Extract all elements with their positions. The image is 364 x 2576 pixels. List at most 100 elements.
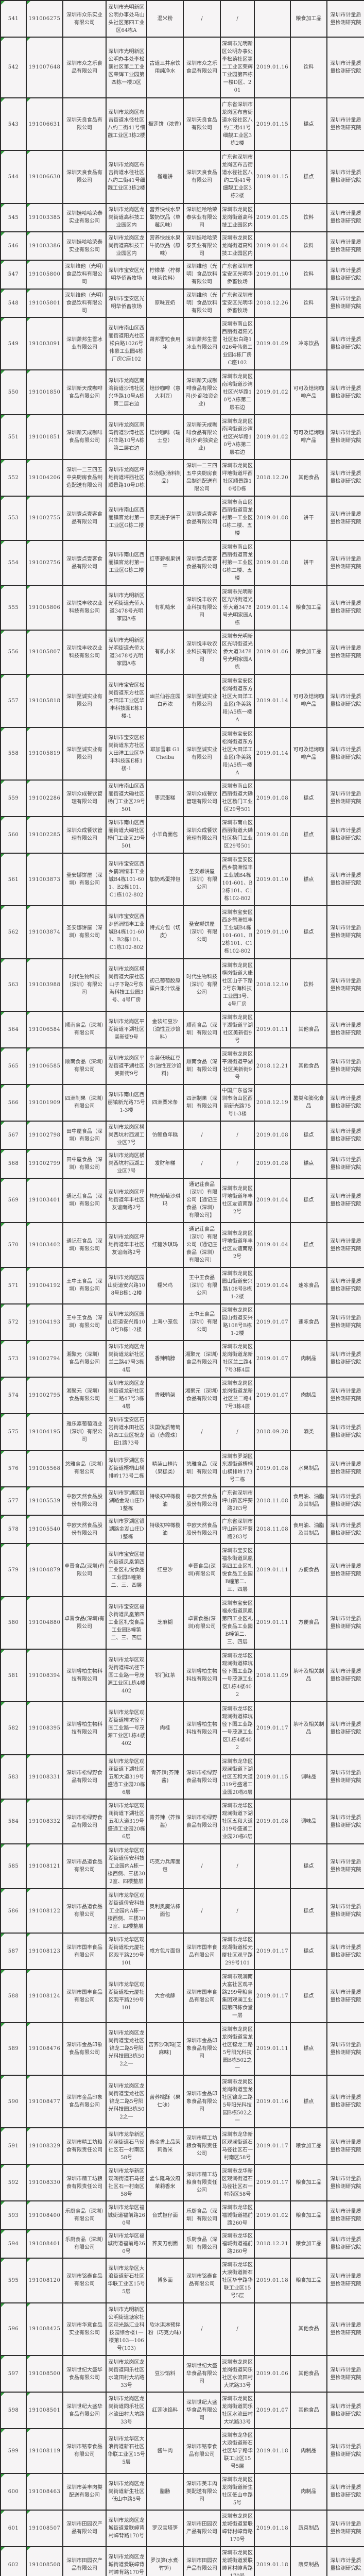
sample-id-cell: 191003988 — [26, 958, 63, 1012]
producer-address-cell: 广东省深圳市宝安区光明华侨畜牧场 — [220, 288, 255, 318]
row-number-cell: 584 — [0, 1799, 27, 1845]
production-date-cell: 2019.01.10 — [254, 260, 291, 290]
product-name-cell: 幽兰仙谷庄园 白苏浓 — [146, 674, 184, 728]
agency-cell: 深圳市计量质量检测研究院 — [326, 1083, 364, 1122]
producer-address-cell: 广东省深圳市龙岗区布吉街道水径社区八约二街41号细靓工业区3栋2楼 — [220, 150, 255, 204]
sample-id-cell: 191005539 — [26, 1486, 63, 1516]
company-name-cell: 深圳市众乐实业有限公司 — [62, 0, 107, 38]
row-number-cell: 596 — [0, 2302, 27, 2357]
cell-error-corner-marker — [2, 2393, 5, 2397]
product-name-cell: 罗汉笋(水煮·竹笋) — [146, 2546, 184, 2576]
category-cell: 糕点 — [290, 150, 327, 204]
product-name-cell: 柠檬茶（柠檬味茶饮料） — [146, 260, 184, 290]
agency-cell: 深圳市计量质量检测研究院 — [326, 459, 364, 497]
sample-id-cell: 191008401 — [26, 2229, 63, 2259]
production-date-cell: 2018.12.21 — [254, 1047, 291, 1085]
company-address-cell: 深圳市龙岗区龙岗街道同乐社区水流田村大坑路33号 — [106, 2355, 147, 2393]
sample-id-cell: 191001851 — [26, 414, 63, 460]
company-address-cell: 深圳市南山区西丽街道大磡社区杨门工业区29号501 — [106, 779, 147, 817]
table-row: 553 191002755 深圳壹点壹客食品有限公司 深圳市南山区西丽镇官龙村第一工业… — [0, 495, 364, 541]
agency-cell: 深圳市计量质量检测研究院 — [326, 1376, 364, 1414]
category-cell: 糕点 — [290, 1969, 327, 2023]
company-address-cell: 深圳市南山区西丽街道阳光社区松白路1026号伟豪工业园4栋厂房C座102 — [106, 316, 147, 371]
category-cell: 饮料 — [290, 260, 327, 290]
cell-error-corner-marker — [2, 1224, 5, 1227]
producer-name-cell: 深圳娃哈哈荣泰实业有限公司 — [183, 202, 221, 232]
product-name-cell: 有机小米 — [146, 629, 184, 675]
agency-cell: 深圳市计量质量检测研究院 — [326, 852, 364, 907]
category-cell: 其他食品 — [290, 2392, 327, 2430]
category-cell: 肉制品 — [290, 2472, 327, 2511]
company-name-cell: 深圳市美丰肉类配送有限公司 — [62, 2472, 107, 2511]
sample-id-cell: 191005540 — [26, 1515, 63, 1545]
row-number-cell: 600 — [0, 2472, 27, 2511]
sample-id-cell: 191008500 — [26, 2355, 63, 2393]
table-row: 590 191008477 深圳市金品印象食品有限公司 深圳市龙岗区龙岗街道宝龙社区锦… — [0, 2075, 364, 2129]
producer-address-cell: 深圳市南山区西丽街道官龙村第一工业区G栋二楼、五楼 — [220, 495, 255, 541]
production-date-cell: 2018.11.08 — [254, 1486, 291, 1516]
company-address-cell: 深圳市龙岗区龙岗街道新生社区低山中路5号 — [106, 2472, 147, 2511]
row-number-cell: 599 — [0, 2428, 27, 2474]
producer-address-cell: 深圳市龙岗区龙城街道爱联嶂背村嶂背路170号 — [220, 2546, 255, 2576]
cell-error-corner-marker — [27, 2474, 30, 2478]
row-number-cell: 564 — [0, 1010, 27, 1048]
company-name-cell: 深圳壹点壹客食品有限公司 — [62, 495, 107, 541]
agency-cell: 深圳市计量质量检测研究院 — [326, 0, 364, 38]
table-row: 569 191003401 通记荘食品（深圳）有限公司 深圳市龙岗区坪地街道年丰社区友… — [0, 1177, 364, 1224]
producer-name-cell: 深圳娃哈哈荣泰实业有限公司 — [183, 231, 221, 261]
cell-error-corner-marker — [27, 460, 30, 464]
company-address-cell: 深圳市龙岗区园山街道安兴路108号B栋1-2楼 — [106, 1303, 147, 1341]
row-number-cell: 555 — [0, 584, 27, 631]
producer-name-cell: 顺南食品（深圳）有限公司 — [183, 1047, 221, 1085]
table-row: 580 191004880 卓晋食品(深圳)有限公司 深圳市宝安区福永街道凤凰第四工业… — [0, 1596, 364, 1650]
sample-id-cell: 191008331 — [26, 1754, 63, 1800]
row-number-cell: 579 — [0, 1543, 27, 1597]
product-name-cell: 酱牛肉 — [146, 2428, 184, 2474]
production-date-cell: 2019.01.04 — [254, 1266, 291, 1304]
table-row: 567 191002798 田中屋食品（深圳）有限公司 深圳市龙岗区横岗西坑村西湖工业… — [0, 1120, 364, 1150]
sample-id-cell: 191002798 — [26, 1120, 63, 1150]
category-cell: 糕点 — [290, 1120, 327, 1150]
category-cell: 速冻食品 — [290, 1303, 327, 1341]
producer-name-cell: 深圳维他（光明）食品饮料有限公司 — [183, 288, 221, 318]
cell-error-corner-marker — [2, 631, 5, 634]
company-address-cell: 深圳市龙岗区坪地街道年丰社区友谊南路2号 — [106, 1222, 147, 1268]
product-name-cell: 红莲味馅料 — [146, 2392, 184, 2430]
company-name-cell: 深圳市国丰食品有限公司 — [62, 1969, 107, 2023]
cell-error-corner-marker — [27, 261, 30, 265]
sample-id-cell: 191006584 — [26, 1010, 63, 1048]
cell-error-corner-marker — [27, 232, 30, 236]
production-date-cell: 2019.01.07 — [254, 1303, 291, 1341]
company-address-cell: 深圳市龙华新区观澜街道石马径社区石一村南区58号 — [106, 2164, 147, 2202]
producer-name-cell: / — [183, 1843, 221, 1889]
cell-error-corner-marker — [2, 907, 5, 910]
producer-name-cell: 深圳市铭泰食品有限公司 — [183, 2428, 221, 2474]
agency-cell: 深圳市计量质量检测研究院 — [326, 1596, 364, 1650]
producer-name-cell: 深圳天良食品有限公司 — [183, 97, 221, 151]
table-row: 594 191008401 乐厨食品（深圳）有限公司 深圳市龙华区福城街道福前路260… — [0, 2229, 364, 2259]
company-name-cell: 深圳至诚实业有限公司 — [62, 726, 107, 781]
cell-error-corner-marker — [27, 1048, 30, 1052]
production-date-cell: 2019.01.11 — [254, 1596, 291, 1650]
cell-error-corner-marker — [2, 2, 5, 5]
category-cell: 饼干 — [290, 495, 327, 541]
producer-address-cell: 深圳市龙华区福城街道福前路260号 — [220, 2229, 255, 2259]
producer-address-cell: 深圳市龙华区观澜街道樟坑径下围工业路一号茂源工业区L栋4楼402 — [220, 1649, 255, 1703]
agency-cell: 深圳市计量质量检测研究院 — [326, 2428, 364, 2474]
sample-id-cell: 191001850 — [26, 369, 63, 415]
company-address-cell: 深圳市宝安区石岩街道水田社区第四工业区祝龙田1路73号 — [106, 1413, 147, 1451]
production-date-cell: 2019.01.15 — [254, 97, 291, 151]
row-number-cell: 560 — [0, 816, 27, 854]
producer-address-cell: 深圳市龙岗区南湾街道沙湾社区兴华路10号A栋第二层右边 — [220, 369, 255, 415]
agency-cell: 深圳市计量质量检测研究院 — [326, 2355, 364, 2393]
production-date-cell: 2019.01.06 — [254, 2355, 291, 2393]
producer-name-cell: 卓晋食品(深圳)有限公司 — [183, 1543, 221, 1597]
row-number-cell: 588 — [0, 1969, 27, 2023]
producer-address-cell: 深圳市龙岗区坪地街道年丰社区友谊南路2号 — [220, 1222, 255, 1268]
table-row: 559 191002286 深圳众成餐饮管理有限公司 深圳市南山区西丽街道大磡社区杨门… — [0, 779, 364, 817]
company-address-cell: 深圳市南山区西丽街道大磡社区杨门工业区29号501 — [106, 816, 147, 854]
production-date-cell: 2019.01.08 — [254, 1799, 291, 1845]
cell-error-corner-marker — [2, 1451, 5, 1454]
cell-error-corner-marker — [2, 2202, 5, 2206]
